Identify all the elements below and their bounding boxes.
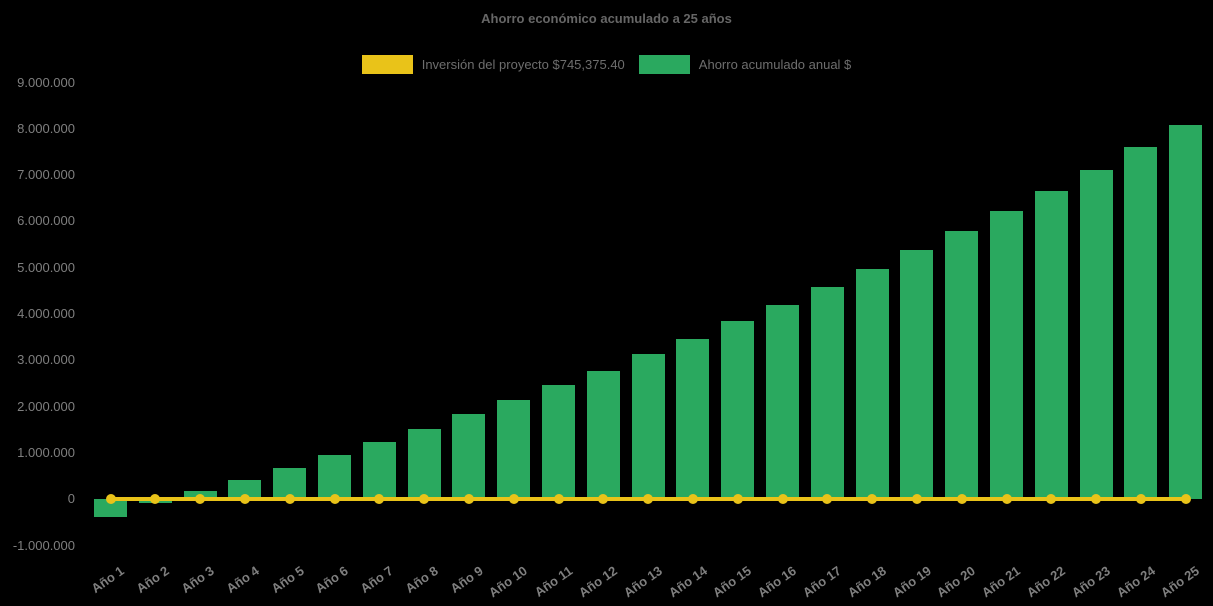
- bar-año-16: [766, 304, 799, 500]
- line-point-4: [239, 494, 250, 505]
- line-point-9: [463, 494, 474, 505]
- x-label-año-4: Año 4: [223, 563, 262, 597]
- bar-año-24: [1124, 146, 1158, 500]
- line-point-13: [643, 494, 654, 505]
- x-label-año-2: Año 2: [133, 563, 172, 597]
- y-axis-tick-2.000.000: 2.000.000: [17, 398, 75, 414]
- bar-año-18: [855, 268, 889, 500]
- y-axis-tick-7.000.000: 7.000.000: [17, 167, 75, 183]
- line-point-18: [867, 494, 878, 505]
- bar-año-1: [94, 499, 127, 517]
- bar-año-17: [810, 286, 844, 500]
- legend-item-inversion: Inversión del proyecto $745,375.40: [361, 55, 625, 74]
- x-label-año-12: Año 12: [575, 563, 620, 601]
- y-axis-tick-5.000.000: 5.000.000: [17, 259, 75, 275]
- line-point-8: [419, 494, 430, 505]
- bar-año-4: [228, 480, 262, 500]
- line-point-15: [732, 494, 743, 505]
- line-point-22: [1046, 494, 1057, 505]
- y-axis-tick-1.000.000: 1.000.000: [17, 445, 75, 461]
- bar-año-23: [1079, 169, 1113, 500]
- x-label-año-3: Año 3: [178, 563, 217, 597]
- line-point-11: [553, 494, 564, 505]
- x-label-año-22: Año 22: [1023, 563, 1068, 601]
- x-label-año-1: Año 1: [88, 563, 128, 597]
- x-label-año-16: Año 16: [754, 563, 800, 601]
- line-point-21: [1001, 494, 1012, 505]
- bar-año-6: [318, 454, 351, 500]
- line-point-24: [1135, 494, 1146, 505]
- x-label-año-17: Año 17: [799, 563, 844, 601]
- bar-año-13: [631, 354, 665, 500]
- bar-año-11: [542, 385, 575, 500]
- line-point-19: [911, 494, 922, 505]
- bar-año-22: [1034, 190, 1068, 500]
- line-point-10: [508, 494, 519, 505]
- legend-swatch-inversion: [361, 55, 413, 74]
- x-label-año-23: Año 23: [1068, 563, 1113, 601]
- x-label-año-11: Año 11: [531, 563, 576, 600]
- line-point-6: [329, 494, 340, 505]
- legend-label-inversion: Inversión del proyecto $745,375.40: [421, 57, 625, 72]
- x-label-año-9: Año 9: [447, 563, 486, 597]
- x-label-año-6: Año 6: [312, 563, 352, 597]
- line-point-1: [105, 494, 116, 505]
- x-label-año-13: Año 13: [620, 563, 665, 601]
- y-axis-tick-4.000.000: 4.000.000: [17, 306, 75, 322]
- x-label-año-10: Año 10: [486, 563, 531, 601]
- legend-swatch-ahorro: [638, 55, 690, 74]
- x-label-año-14: Año 14: [665, 563, 710, 601]
- line-point-5: [284, 494, 295, 505]
- bar-año-10: [497, 399, 531, 500]
- x-label-año-19: Año 19: [889, 563, 934, 601]
- line-point-3: [195, 494, 206, 505]
- x-label-año-21: Año 21: [978, 563, 1024, 601]
- bar-año-19: [900, 249, 934, 500]
- y-axis-tick-0: 0: [67, 491, 75, 507]
- chart-legend: Inversión del proyecto $745,375.40 Ahorr…: [0, 55, 1213, 74]
- bar-año-9: [452, 414, 486, 500]
- x-label-año-5: Año 5: [268, 563, 307, 597]
- y-axis-tick-8.000.000: 8.000.000: [17, 120, 75, 136]
- legend-item-ahorro: Ahorro acumulado anual $: [638, 55, 852, 74]
- line-point-2: [150, 494, 161, 505]
- x-label-año-7: Año 7: [357, 563, 396, 597]
- y-axis-tick-6.000.000: 6.000.000: [17, 213, 75, 229]
- y-axis-tick-3.000.000: 3.000.000: [17, 352, 75, 368]
- legend-label-ahorro: Ahorro acumulado anual $: [698, 57, 852, 72]
- x-label-año-24: Año 24: [1113, 563, 1158, 601]
- bar-año-12: [586, 370, 620, 500]
- bar-año-21: [990, 210, 1023, 500]
- line-point-12: [598, 494, 609, 505]
- line-point-25: [1180, 494, 1191, 505]
- x-label-año-18: Año 18: [844, 563, 889, 601]
- line-point-7: [374, 494, 385, 505]
- line-point-23: [1091, 494, 1102, 505]
- bar-año-8: [407, 428, 441, 500]
- x-label-año-8: Año 8: [402, 563, 441, 597]
- bar-año-20: [945, 230, 979, 500]
- bar-año-5: [273, 468, 307, 500]
- bar-año-25: [1169, 125, 1203, 500]
- bar-año-15: [721, 321, 755, 500]
- x-label-año-15: Año 15: [710, 563, 755, 601]
- x-label-año-25: Año 25: [1158, 563, 1203, 601]
- x-label-año-20: Año 20: [934, 563, 979, 601]
- line-point-20: [956, 494, 967, 505]
- y-axis-tick-9.000.000: 9.000.000: [17, 74, 75, 90]
- line-point-17: [822, 494, 833, 505]
- y-axis-tick--1.000.000: -1.000.000: [12, 537, 75, 553]
- bar-año-14: [676, 338, 710, 500]
- line-point-14: [687, 494, 698, 505]
- line-point-16: [777, 494, 788, 505]
- chart-title: Ahorro económico acumulado a 25 años: [481, 11, 732, 26]
- bar-año-7: [362, 441, 396, 500]
